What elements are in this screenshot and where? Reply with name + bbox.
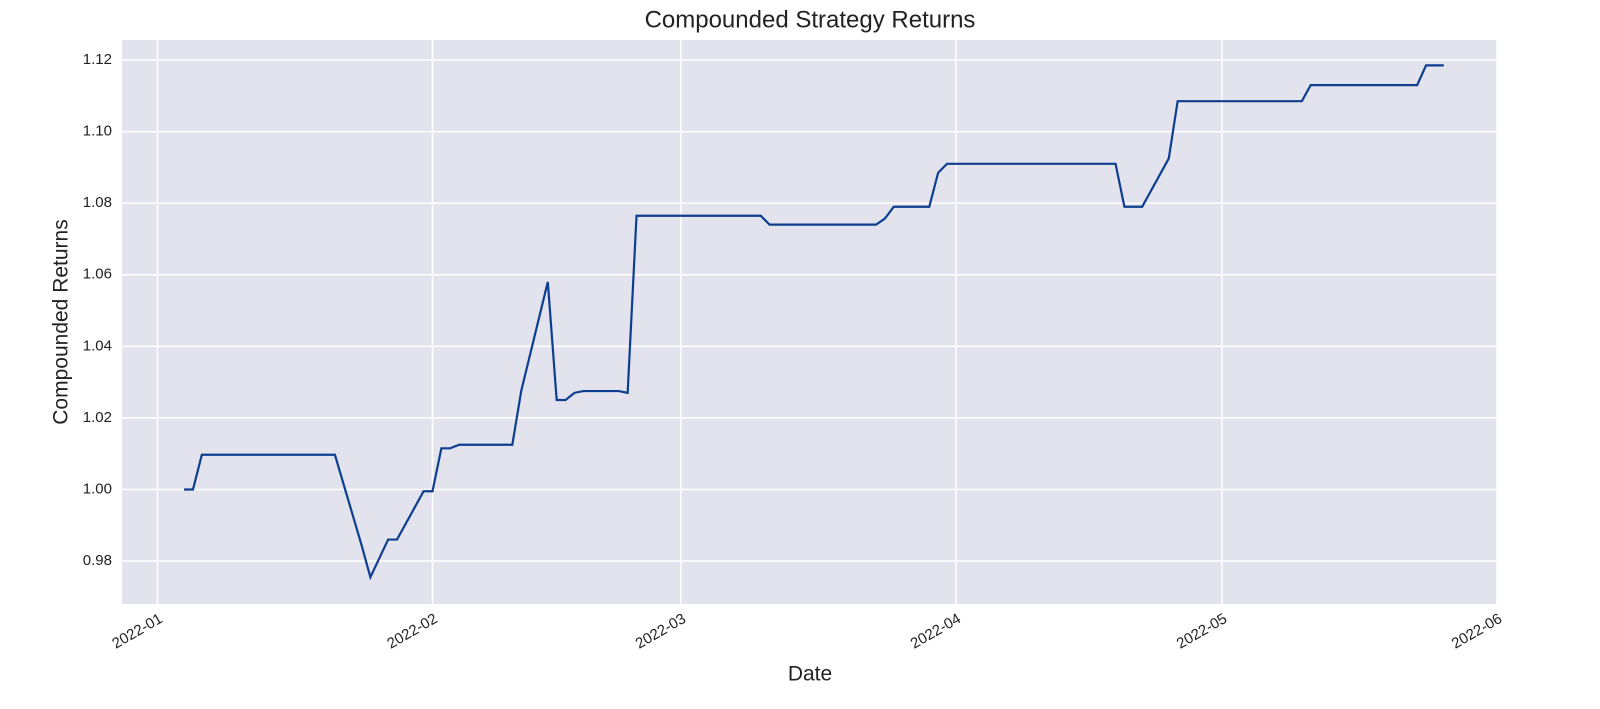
y-tick-label: 1.12 xyxy=(83,51,112,68)
y-tick-label: 1.06 xyxy=(83,266,112,283)
y-axis-label: Compounded Returns xyxy=(50,219,73,424)
y-tick-label: 1.02 xyxy=(83,409,112,426)
x-tick-label: 2022-05 xyxy=(1174,610,1230,652)
chart-title: Compounded Strategy Returns xyxy=(645,6,976,33)
data-line xyxy=(184,64,1444,581)
x-tick-label: 2022-02 xyxy=(384,610,440,652)
x-tick-label: 2022-01 xyxy=(109,610,165,652)
plot-area xyxy=(122,40,1497,604)
x-tick-label: 2022-04 xyxy=(908,610,964,652)
y-tick-label: 1.08 xyxy=(83,194,112,211)
y-tick-label: 1.04 xyxy=(83,337,112,354)
y-tick-label: 0.98 xyxy=(83,552,112,569)
x-tick-label: 2022-03 xyxy=(633,610,689,652)
x-tick-label: 2022-06 xyxy=(1449,610,1505,652)
y-tick-label: 1.00 xyxy=(83,480,112,497)
y-tick-label: 1.10 xyxy=(83,123,112,140)
x-axis-label: Date xyxy=(788,663,832,686)
